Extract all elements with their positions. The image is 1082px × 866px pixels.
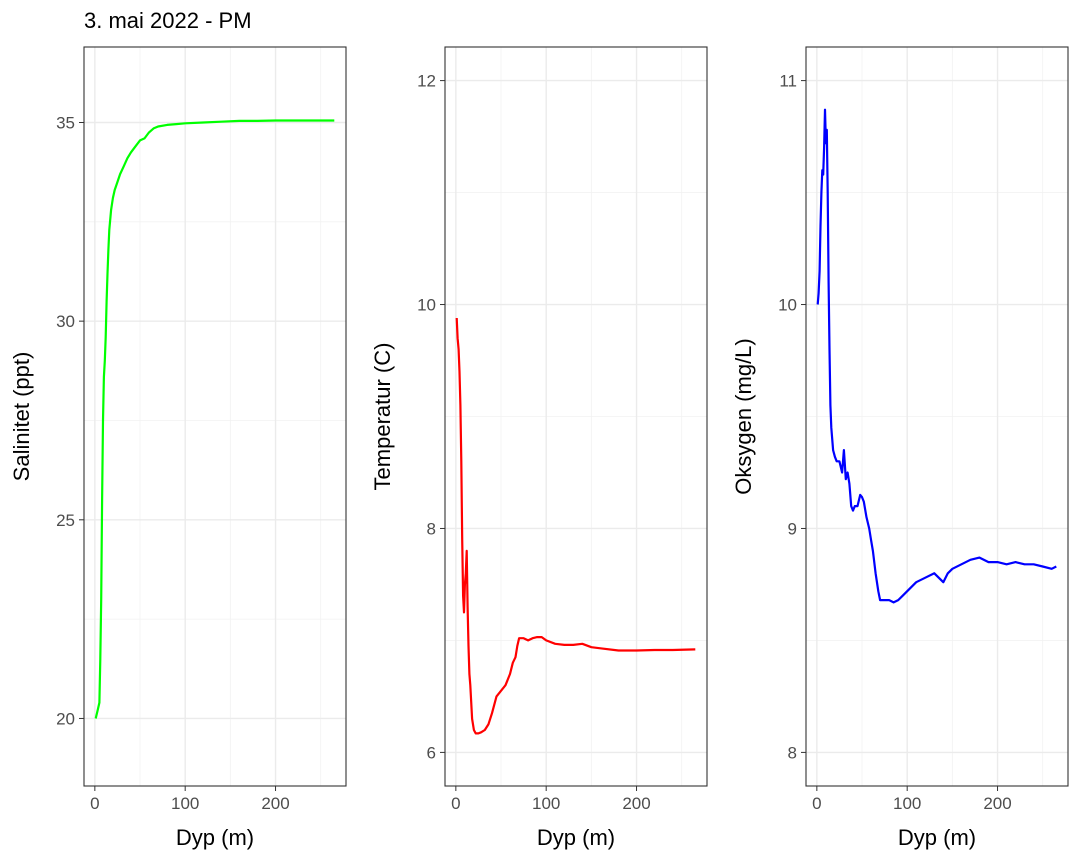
panel-2-x-axis-label: Dyp (m) [537, 825, 615, 850]
panel-3-y-tick-label: 9 [788, 519, 797, 538]
panel-3-y-axis-label: Oksygen (mg/L) [731, 338, 756, 495]
panel-2-y-tick-label: 12 [417, 72, 436, 91]
panel-1-y-tick-label: 35 [56, 113, 75, 132]
panel-2-border [444, 46, 708, 787]
panel-2-y-tick-label: 10 [417, 296, 436, 315]
panel-2-series-line [455, 317, 696, 735]
figure-title: 3. mai 2022 - PM [84, 8, 252, 33]
panel-1-x-axis-label: Dyp (m) [176, 825, 254, 850]
panel-1-x-tick-label: 200 [261, 794, 289, 813]
panel-3-border [805, 46, 1069, 787]
panel-3-y-tick-label: 8 [788, 743, 797, 762]
panel-1-y-tick-label: 30 [56, 312, 75, 331]
panel-2-y-tick-label: 8 [427, 519, 436, 538]
panel-2-y-axis-label: Temperatur (C) [370, 343, 395, 491]
panel-3-y-tick-label: 10 [778, 296, 797, 315]
panel-2-x-tick-label: 0 [451, 794, 460, 813]
panel-2-y-tick-label: 6 [427, 743, 436, 762]
panel-1-background [84, 47, 346, 786]
panel-1-border [83, 46, 347, 787]
panel-1-x-tick-label: 100 [171, 794, 199, 813]
panel-1-y-tick-label: 25 [56, 511, 75, 530]
panel-2-x-tick-label: 200 [622, 794, 650, 813]
panel-1-y-axis-label: Salinitet (ppt) [9, 352, 34, 482]
panel-3-x-tick-label: 200 [983, 794, 1011, 813]
panel-1-series-line [94, 119, 335, 719]
panel-3-x-axis-label: Dyp (m) [898, 825, 976, 850]
panel-3-x-tick-label: 100 [893, 794, 921, 813]
panel-3-x-tick-label: 0 [812, 794, 821, 813]
panel-1-y-tick-label: 20 [56, 709, 75, 728]
panel-2-x-tick-label: 100 [532, 794, 560, 813]
panel-3-series-line [816, 108, 1057, 604]
panel-3-y-tick-label: 11 [779, 72, 797, 91]
panel-1-x-tick-label: 0 [90, 794, 99, 813]
